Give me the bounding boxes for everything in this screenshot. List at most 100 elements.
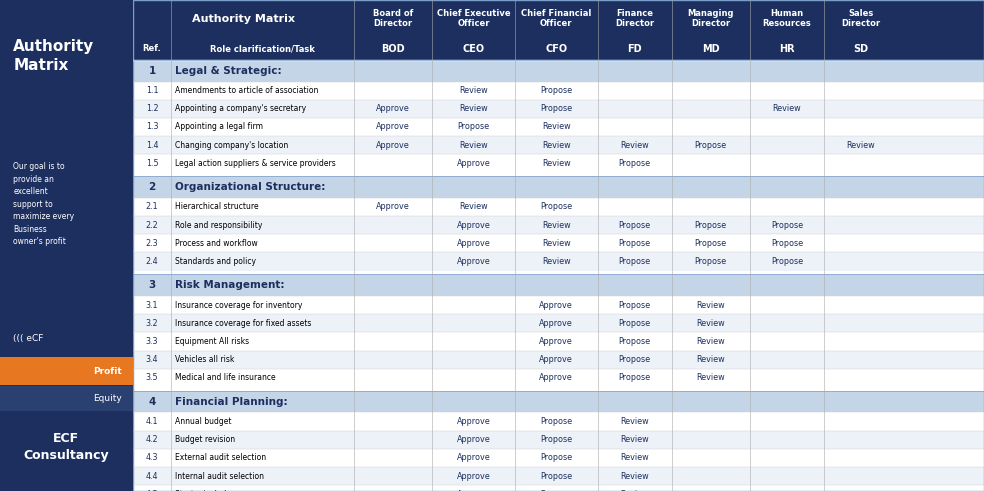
Text: Propose: Propose (540, 471, 573, 481)
Text: Approve: Approve (539, 373, 573, 382)
Text: Human
Resources: Human Resources (763, 9, 812, 28)
Text: Finance
Director: Finance Director (615, 9, 654, 28)
Text: Approve: Approve (539, 319, 573, 328)
Text: Review: Review (697, 373, 725, 382)
Text: Legal & Strategic:: Legal & Strategic: (175, 66, 282, 76)
Text: External audit selection: External audit selection (175, 453, 267, 463)
Bar (133, 60, 984, 82)
Text: Propose: Propose (540, 202, 573, 212)
Text: Propose: Propose (619, 300, 650, 310)
Text: 1.1: 1.1 (146, 86, 158, 95)
Text: Review: Review (697, 355, 725, 364)
Bar (133, 351, 984, 369)
Text: Our goal is to
provide an
excellent
support to
maximize every
Business
owner's p: Our goal is to provide an excellent supp… (14, 162, 75, 246)
Text: Propose: Propose (540, 435, 573, 444)
Bar (133, 0, 984, 37)
Text: Insurance coverage for inventory: Insurance coverage for inventory (175, 300, 303, 310)
Text: 4.3: 4.3 (146, 453, 158, 463)
Text: Appointing a legal firm: Appointing a legal firm (175, 122, 264, 132)
Text: Review: Review (542, 159, 571, 168)
Text: CEO: CEO (462, 44, 485, 54)
Bar (133, 198, 984, 216)
Text: Review: Review (460, 104, 488, 113)
Text: Propose: Propose (619, 220, 650, 230)
Text: 2: 2 (149, 182, 155, 192)
Text: Internal audit selection: Internal audit selection (175, 471, 265, 481)
Text: HR: HR (779, 44, 795, 54)
Text: Strategical plan: Strategical plan (175, 490, 236, 491)
Text: Propose: Propose (619, 319, 650, 328)
Text: Approve: Approve (457, 257, 491, 266)
Text: Propose: Propose (695, 239, 727, 248)
Bar (133, 485, 984, 491)
Text: Approve: Approve (539, 300, 573, 310)
Text: Approve: Approve (457, 490, 491, 491)
Text: Propose: Propose (619, 337, 650, 346)
Text: Propose: Propose (695, 220, 727, 230)
Bar (0, 386, 133, 411)
Text: Review: Review (542, 220, 571, 230)
Text: Approve: Approve (377, 104, 410, 113)
Text: Equipment All risks: Equipment All risks (175, 337, 250, 346)
Text: Review: Review (772, 104, 801, 113)
Bar (133, 136, 984, 154)
Text: Managing
Director: Managing Director (688, 9, 734, 28)
Text: Propose: Propose (619, 355, 650, 364)
Text: Propose: Propose (770, 257, 803, 266)
Bar (133, 296, 984, 314)
Text: 2.4: 2.4 (146, 257, 158, 266)
Text: Amendments to article of association: Amendments to article of association (175, 86, 319, 95)
Text: ((( eCF: ((( eCF (14, 334, 43, 343)
Bar (133, 252, 984, 271)
Text: Approve: Approve (457, 453, 491, 463)
Text: Propose: Propose (540, 104, 573, 113)
Bar (133, 387, 984, 391)
Text: Changing company's location: Changing company's location (175, 140, 288, 150)
Text: Propose: Propose (619, 239, 650, 248)
Text: Review: Review (542, 122, 571, 132)
Text: Financial Planning:: Financial Planning: (175, 397, 288, 407)
Text: 2.3: 2.3 (146, 239, 158, 248)
Text: Propose: Propose (458, 122, 490, 132)
Text: Role clarification/Task: Role clarification/Task (211, 44, 315, 53)
Text: Review: Review (620, 471, 648, 481)
Text: Review: Review (542, 239, 571, 248)
Text: Approve: Approve (457, 471, 491, 481)
Bar (133, 369, 984, 387)
Bar (133, 234, 984, 252)
Text: Review: Review (697, 337, 725, 346)
Bar (133, 216, 984, 234)
Text: Propose: Propose (540, 86, 573, 95)
Text: Propose: Propose (695, 257, 727, 266)
Text: BOD: BOD (382, 44, 405, 54)
Text: Budget revision: Budget revision (175, 435, 235, 444)
Text: Organizational Structure:: Organizational Structure: (175, 182, 326, 192)
Text: Authority
Matrix: Authority Matrix (14, 39, 94, 73)
Text: Propose: Propose (619, 159, 650, 168)
Text: 1: 1 (149, 66, 155, 76)
Text: 3.3: 3.3 (146, 337, 158, 346)
Text: 3: 3 (149, 280, 155, 290)
Text: Approve: Approve (457, 435, 491, 444)
Bar (133, 431, 984, 449)
Text: MD: MD (702, 44, 719, 54)
Bar (133, 271, 984, 274)
Text: Review: Review (620, 490, 648, 491)
Text: Ref.: Ref. (143, 44, 161, 53)
Text: Risk Management:: Risk Management: (175, 280, 285, 290)
Text: Role and responsibility: Role and responsibility (175, 220, 263, 230)
Text: Insurance coverage for fixed assets: Insurance coverage for fixed assets (175, 319, 312, 328)
Text: Annual budget: Annual budget (175, 417, 232, 426)
Text: Approve: Approve (539, 337, 573, 346)
Text: 4: 4 (149, 397, 155, 407)
Bar (133, 118, 984, 136)
Text: Review: Review (620, 453, 648, 463)
Bar (0, 357, 133, 385)
Text: Sales
Director: Sales Director (841, 9, 881, 28)
Text: Process and workflow: Process and workflow (175, 239, 258, 248)
Text: ECF
Consultancy: ECF Consultancy (24, 432, 109, 462)
Text: Propose: Propose (540, 453, 573, 463)
Text: 2.1: 2.1 (146, 202, 158, 212)
Text: Review: Review (697, 300, 725, 310)
Text: 4.4: 4.4 (146, 471, 158, 481)
